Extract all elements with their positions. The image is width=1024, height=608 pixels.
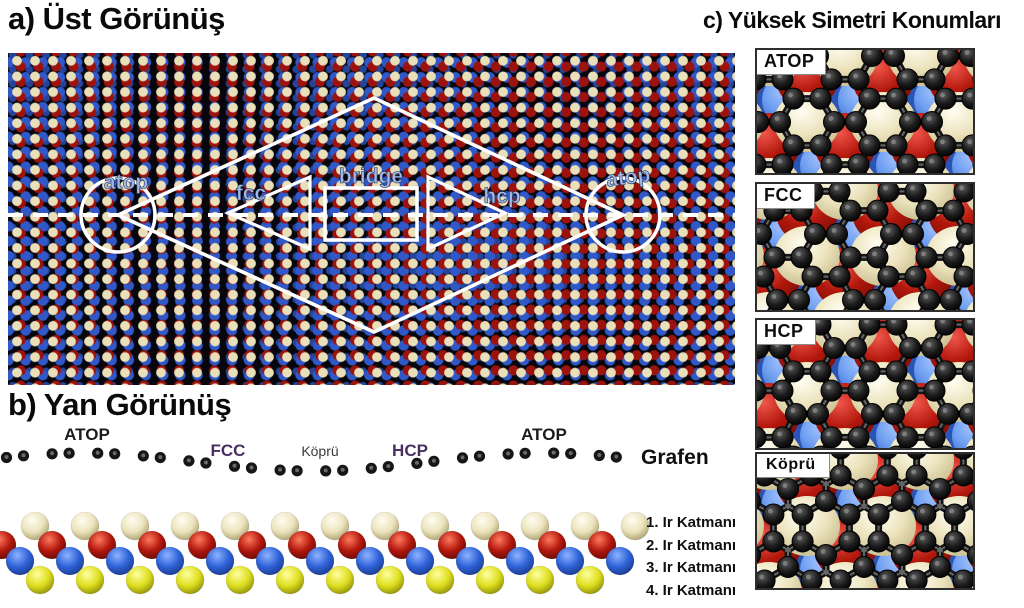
atop-site-circle-left bbox=[79, 176, 157, 254]
moire-unit-cell-diamond bbox=[113, 96, 628, 334]
moire-annotations: atop fcc bridge hcp atop bbox=[8, 96, 735, 334]
site-panel-fcc: FCC bbox=[755, 182, 975, 312]
fcc-site-triangle bbox=[224, 174, 312, 252]
ir-layer-1-label: 1. Ir Katmanı bbox=[646, 514, 737, 531]
sideview-label-fcc: FCC bbox=[210, 441, 246, 460]
ir-layer-2-label: 2. Ir Katmanı bbox=[646, 537, 737, 554]
panel-b-title: b) Yan Görünüş bbox=[8, 387, 232, 422]
site-panel-bridge: Köprü bbox=[755, 452, 975, 590]
site-panel-hcp: HCP bbox=[755, 318, 975, 450]
bridge-label: bridge bbox=[339, 165, 403, 188]
fcc-label: fcc bbox=[236, 182, 267, 205]
moire-pattern-image: atop fcc bridge hcp atop bbox=[8, 53, 735, 385]
site-panel-fcc-tag: FCC bbox=[757, 184, 815, 209]
sideview-label-atop-left: ATOP bbox=[64, 425, 110, 444]
hcp-site-triangle bbox=[426, 174, 509, 252]
atop-label-right: atop bbox=[605, 163, 652, 191]
atop-label-left: atop bbox=[104, 171, 148, 194]
panel-a-title: a) Üst Görünüş bbox=[8, 1, 225, 36]
bridge-site-rectangle bbox=[323, 186, 419, 242]
ir-layer-3-label: 3. Ir Katmanı bbox=[646, 559, 737, 576]
atop-site-circle-right bbox=[584, 176, 662, 254]
side-view-drawing bbox=[0, 447, 650, 595]
site-panel-atop-tag: ATOP bbox=[757, 50, 827, 75]
site-panel-hcp-tag: HCP bbox=[757, 320, 816, 345]
panel-c-title: c) Yüksek Simetri Konumları bbox=[703, 7, 1001, 33]
hcp-label: hcp bbox=[483, 185, 520, 208]
sideview-label-bridge: Köprü bbox=[301, 443, 339, 459]
sideview-label-hcp: HCP bbox=[392, 441, 428, 460]
graphene-layer-label: Grafen bbox=[641, 446, 709, 469]
site-panel-bridge-tag: Köprü bbox=[757, 454, 830, 478]
sideview-label-atop-right: ATOP bbox=[521, 425, 567, 444]
ir-layer-4-label: 4. Ir Katmanı bbox=[646, 582, 737, 599]
site-panel-atop: ATOP bbox=[755, 48, 975, 175]
